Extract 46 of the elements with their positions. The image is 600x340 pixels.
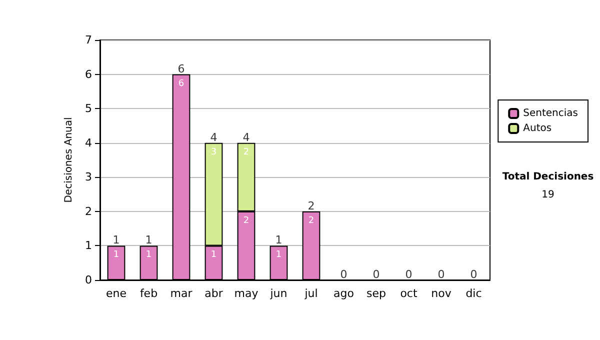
data-label: 6: [178, 78, 184, 89]
total-label: 0: [372, 268, 380, 281]
x-tick-label: jun: [269, 287, 288, 300]
x-tick-label: may: [234, 287, 259, 300]
legend-label: Sentencias: [523, 108, 578, 119]
x-tick-label: jul: [304, 287, 318, 300]
data-label: 1: [276, 250, 282, 260]
total-label: 4: [210, 130, 218, 144]
x-tick-label: dic: [466, 287, 482, 300]
y-tick-label: 7: [85, 34, 92, 46]
data-label: 2: [243, 147, 250, 158]
total-label: 1: [145, 234, 152, 247]
total-label: 0: [438, 268, 445, 281]
data-label: 1: [113, 250, 120, 260]
x-tick-label: oct: [400, 287, 418, 300]
total-label: 0: [470, 268, 478, 281]
text: 19: [542, 190, 554, 200]
x-tick-label: mar: [170, 287, 193, 300]
total-label: 0: [405, 268, 412, 281]
x-tick-label: ago: [334, 287, 354, 300]
y-tick-label: 2: [85, 204, 92, 218]
total-label: 4: [242, 130, 250, 144]
total-label: 6: [178, 62, 185, 76]
x-tick-label: nov: [431, 287, 452, 300]
data-label: 1: [210, 250, 217, 260]
y-tick-label: 5: [85, 102, 92, 116]
x-tick-label: ene: [106, 287, 127, 300]
data-label: 2: [243, 216, 250, 226]
total-label: 1: [112, 234, 120, 247]
legend-label: Autos: [523, 123, 552, 134]
y-tick-label: 0: [85, 274, 92, 286]
total-label: 2: [308, 199, 315, 212]
x-tick-label: sep: [366, 287, 386, 300]
y-tick-label: 1: [85, 239, 92, 252]
data-label: 1: [146, 250, 152, 260]
data-label: 2: [308, 216, 314, 226]
y-tick-label: 4: [85, 136, 92, 150]
y-tick-label: 6: [85, 68, 92, 81]
data-label: 3: [210, 147, 217, 158]
text: Total Decisiones: [502, 172, 594, 182]
total-label: 1: [275, 234, 282, 247]
x-tick-label: abr: [204, 287, 224, 300]
total-label: 0: [340, 268, 348, 281]
y-axis-title: Decisiones Anual: [64, 117, 75, 203]
x-tick-label: feb: [140, 287, 158, 300]
y-tick-label: 3: [85, 170, 92, 184]
